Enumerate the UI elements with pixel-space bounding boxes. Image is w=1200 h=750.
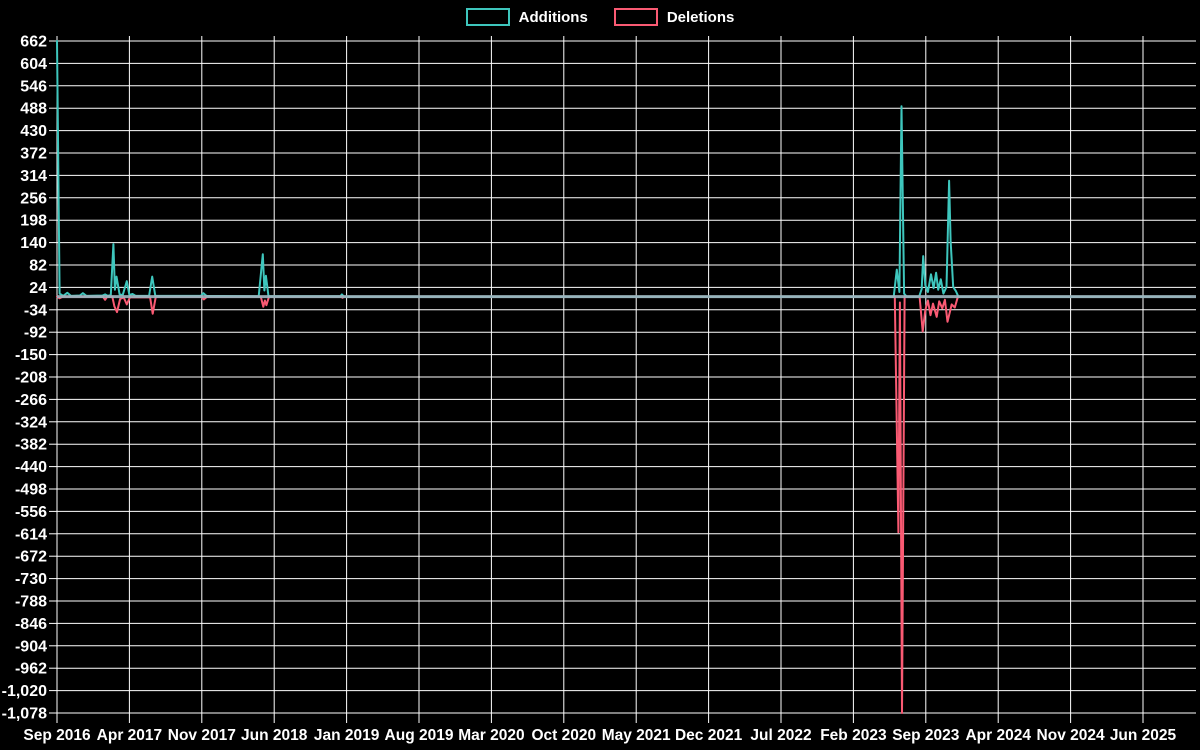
y-tick-label: -34 bbox=[24, 302, 47, 319]
y-tick-label: -730 bbox=[15, 571, 47, 588]
y-tick-label: -556 bbox=[15, 504, 47, 521]
y-tick-label: -498 bbox=[15, 482, 47, 499]
x-tick-label: Apr 2017 bbox=[97, 727, 162, 744]
x-tick-label: Jan 2019 bbox=[314, 727, 380, 744]
y-tick-label: -614 bbox=[15, 526, 47, 543]
y-tick-label: -382 bbox=[15, 437, 47, 454]
y-tick-label: 24 bbox=[29, 280, 47, 297]
x-tick-label: May 2021 bbox=[602, 727, 671, 744]
series-line-additions bbox=[56, 40, 1191, 298]
x-tick-label: Oct 2020 bbox=[531, 727, 596, 744]
chart-legend: Additions Deletions bbox=[0, 8, 1200, 26]
x-tick-label: Feb 2023 bbox=[820, 727, 887, 744]
x-tick-label: Apr 2024 bbox=[965, 727, 1031, 744]
y-tick-label: -440 bbox=[15, 459, 47, 476]
x-tick-label: Mar 2020 bbox=[458, 727, 524, 744]
y-tick-label: -208 bbox=[15, 370, 47, 387]
x-tick-label: Sep 2023 bbox=[892, 727, 960, 744]
legend-item-additions[interactable]: Additions bbox=[465, 8, 588, 26]
y-tick-label: -324 bbox=[15, 414, 47, 431]
legend-label-deletions: Deletions bbox=[666, 8, 735, 26]
x-tick-label: Nov 2017 bbox=[168, 727, 236, 744]
y-tick-label: 198 bbox=[20, 213, 47, 230]
y-tick-label: -266 bbox=[15, 392, 47, 409]
x-tick-label: Sep 2016 bbox=[23, 727, 91, 744]
y-tick-label: -962 bbox=[15, 661, 47, 678]
y-tick-label: -904 bbox=[15, 638, 47, 655]
y-tick-label: -788 bbox=[15, 594, 47, 611]
y-tick-label: -1,078 bbox=[2, 706, 47, 723]
legend-item-deletions[interactable]: Deletions bbox=[613, 8, 735, 26]
y-tick-label: 662 bbox=[20, 34, 47, 51]
legend-label-additions: Additions bbox=[518, 8, 588, 26]
x-tick-label: Jul 2022 bbox=[750, 727, 811, 744]
y-tick-label: 488 bbox=[20, 101, 47, 118]
y-tick-label: -846 bbox=[15, 616, 47, 633]
x-tick-label: Nov 2024 bbox=[1037, 727, 1105, 744]
y-tick-label: 314 bbox=[20, 168, 47, 185]
additions-swatch-icon bbox=[465, 8, 510, 26]
deletions-swatch-icon bbox=[613, 8, 658, 26]
x-tick-label: Dec 2021 bbox=[675, 727, 743, 744]
y-tick-label: 372 bbox=[20, 146, 47, 163]
x-tick-label: Jun 2025 bbox=[1110, 727, 1177, 744]
y-tick-label: 140 bbox=[20, 235, 47, 252]
series-line-deletions bbox=[56, 295, 1191, 714]
x-tick-label: Aug 2019 bbox=[385, 727, 454, 744]
y-tick-label: 256 bbox=[20, 190, 47, 207]
y-tick-label: 604 bbox=[20, 56, 47, 73]
y-tick-label: 82 bbox=[29, 258, 47, 275]
x-tick-label: Jun 2018 bbox=[241, 727, 308, 744]
y-tick-label: 430 bbox=[20, 123, 47, 140]
y-tick-label: 546 bbox=[20, 78, 47, 95]
y-tick-label: -92 bbox=[24, 325, 47, 342]
y-tick-label: -1,020 bbox=[2, 683, 47, 700]
y-tick-label: -672 bbox=[15, 549, 47, 566]
y-tick-label: -150 bbox=[15, 347, 47, 364]
